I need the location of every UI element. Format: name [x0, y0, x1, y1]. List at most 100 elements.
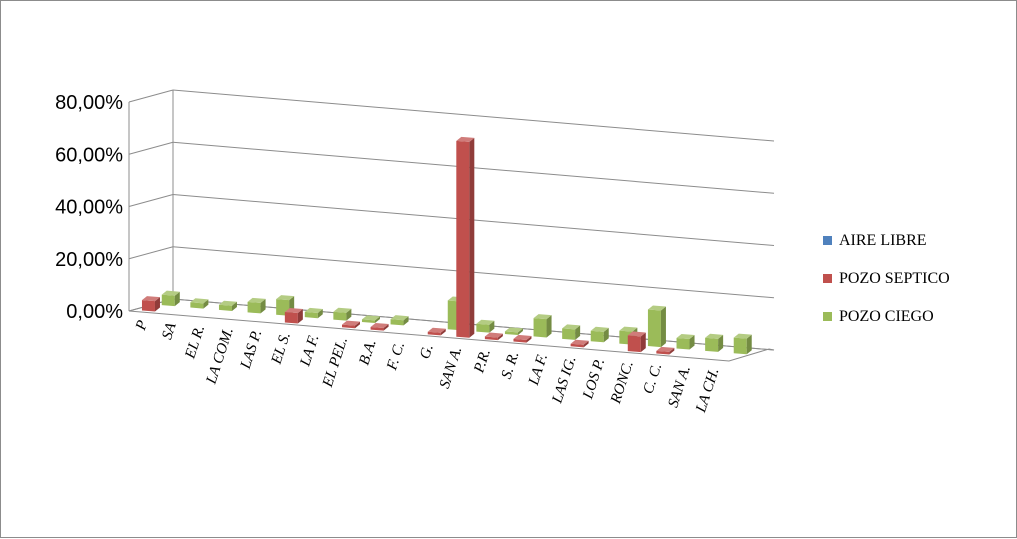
bar-pozo-septico-11: [456, 136, 475, 338]
x-tick-label: LA COM.: [203, 326, 236, 387]
bar-pozo-ciego-13: [533, 314, 552, 338]
bar-top: [647, 305, 666, 311]
legend-swatch: [823, 274, 832, 283]
bar-front: [190, 302, 204, 309]
bar-top: [476, 319, 495, 325]
y-tick-label: 20,00%: [55, 249, 123, 271]
bar-top: [247, 297, 266, 303]
bar-pozo-septico-8: [370, 322, 389, 331]
bar-pozo-ciego-7: [361, 315, 380, 324]
bar-side: [355, 321, 361, 329]
bar-top: [342, 320, 361, 326]
bar-top: [361, 315, 380, 321]
bar-top: [733, 333, 752, 339]
bar-side: [603, 327, 609, 343]
gridline: [172, 89, 775, 142]
x-tick-label: LA F.: [297, 333, 322, 369]
bar-top: [627, 331, 646, 337]
bar-top: [141, 296, 160, 302]
grid-diag: [128, 194, 174, 207]
bar-pozo-septico-13: [513, 334, 532, 343]
bar-side: [260, 298, 266, 314]
bar-side: [497, 333, 503, 341]
legend-label: POZO CIEGO: [839, 308, 934, 325]
bar-top: [190, 298, 209, 304]
bar-front: [705, 337, 719, 352]
bar-top: [304, 307, 323, 313]
bar-pozo-ciego-18: [676, 334, 695, 350]
bar-pozo-ciego-15: [590, 326, 609, 343]
bar-side: [546, 315, 552, 338]
x-tick-label: B.A.: [356, 338, 379, 368]
bar-front: [161, 294, 175, 307]
bar-front: [333, 311, 347, 321]
bar-top: [590, 326, 609, 332]
bar-side: [517, 328, 523, 336]
bar-top: [390, 315, 409, 321]
bar-side: [440, 328, 446, 336]
legend-swatch: [823, 236, 832, 245]
bar-side: [746, 334, 752, 355]
bar-pozo-ciego-20: [733, 333, 752, 355]
bar-top: [533, 314, 552, 320]
bar-pozo-ciego-11: [476, 319, 495, 333]
bar-front: [513, 338, 527, 343]
x-tick-label: G.: [417, 342, 437, 361]
bar-front: [570, 343, 584, 348]
bar-front: [590, 330, 604, 343]
legend: AIRE LIBRE POZO SEPTICO POZO CIEGO: [823, 232, 950, 325]
bar-side: [575, 325, 581, 340]
bar-pozo-ciego-17: [647, 305, 666, 348]
bar-pozo-ciego-6: [333, 307, 352, 321]
bar-pozo-ciego-1: [190, 298, 209, 309]
x-tick-label: LA CH.: [693, 366, 723, 415]
bar-front: [342, 324, 356, 329]
x-tick-label: P.R.: [471, 347, 494, 376]
y-tick-label: 60,00%: [55, 144, 123, 166]
x-tick-label: SAN A.: [437, 345, 466, 391]
bar-pozo-septico-12: [484, 332, 503, 341]
bar-top: [276, 295, 295, 301]
bar-side: [660, 306, 666, 348]
bar-side: [231, 301, 237, 311]
bar-side: [174, 291, 180, 307]
bar-top: [427, 327, 446, 333]
bar-pozo-ciego-14: [562, 324, 581, 340]
bar-front: [427, 331, 441, 336]
bar-top: [370, 322, 389, 329]
bar-top: [333, 307, 352, 313]
x-tick-label: SAN A.: [665, 364, 694, 410]
x-tick-label: RONC.: [608, 359, 637, 407]
bar-top: [456, 136, 475, 142]
bar-pozo-ciego-8: [390, 315, 409, 326]
bar-side: [718, 334, 724, 352]
bar-top: [504, 327, 523, 333]
bar-front: [390, 319, 404, 326]
bar-top: [570, 339, 589, 345]
bar-front: [284, 311, 298, 324]
bar-front: [370, 326, 384, 331]
x-tick-label: EL PEL.: [320, 335, 351, 390]
legend-label: POZO SEPTICO: [839, 270, 950, 287]
bar-front: [656, 350, 670, 355]
bar-pozo-septico-7: [342, 320, 361, 329]
y-tick-label: 80,00%: [55, 92, 123, 114]
bar-pozo-ciego-12: [504, 327, 523, 336]
x-tick-label: S. R.: [499, 349, 523, 380]
bar-front: [304, 311, 318, 319]
x-tick-label: F. C.: [384, 340, 408, 373]
x-tick-label: LA F.: [526, 352, 551, 388]
bar-side: [203, 299, 209, 309]
bar-pozo-ciego-19: [705, 333, 724, 352]
y-tick-label: 0,00%: [66, 301, 123, 323]
y-axis-ticks: 0,00% 20,00% 40,00% 60,00% 80,00%: [55, 92, 123, 323]
legend-label: AIRE LIBRE: [839, 232, 927, 249]
bar-front: [627, 335, 641, 353]
grid-diag: [128, 89, 174, 103]
x-tick-label: SA: [159, 320, 180, 342]
bar-top: [484, 332, 503, 338]
bar-pozo-ciego-3: [247, 297, 266, 314]
bar-top: [705, 333, 724, 339]
